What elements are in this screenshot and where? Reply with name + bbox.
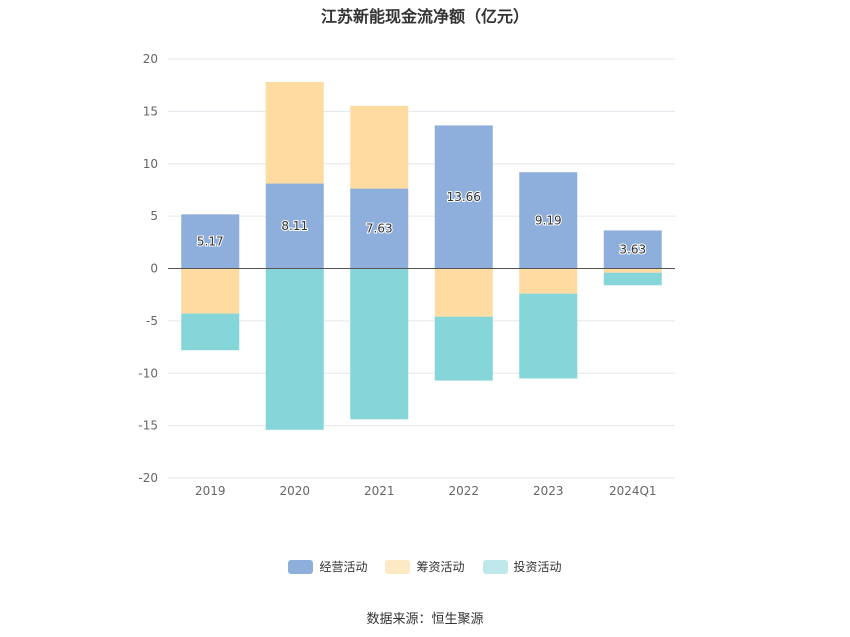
- chart-legend: 经营活动 筹资活动 投资活动: [0, 558, 850, 575]
- data-label: 5.17: [197, 234, 224, 248]
- bar-operating: [434, 125, 493, 269]
- bar-financing: [519, 268, 578, 294]
- y-tick-label: -10: [138, 366, 158, 380]
- bar-investing: [265, 268, 324, 430]
- y-tick-label: -20: [138, 471, 158, 485]
- legend-item-financing[interactable]: 筹资活动: [385, 558, 465, 575]
- bar-financing: [603, 268, 662, 273]
- x-tick-label: 2022: [448, 484, 479, 498]
- data-label: 8.11: [281, 219, 308, 233]
- data-label: 13.66: [447, 190, 481, 204]
- y-tick-label: 0: [150, 262, 158, 276]
- data-label: 7.63: [366, 222, 393, 236]
- bar-operating: [350, 188, 409, 269]
- y-tick-label: -15: [138, 419, 158, 433]
- x-tick-label: 2021: [364, 484, 395, 498]
- bar-financing: [265, 81, 324, 184]
- bar-financing: [181, 268, 240, 314]
- x-tick-label: 2019: [195, 484, 226, 498]
- bar-investing: [519, 293, 578, 379]
- legend-swatch-operating: [288, 559, 314, 574]
- legend-label-operating: 经营活动: [319, 560, 368, 574]
- x-tick-label: 2024Q1: [609, 484, 657, 498]
- legend-item-operating[interactable]: 经营活动: [288, 558, 367, 575]
- bar-operating: [265, 183, 324, 269]
- y-tick-label: 20: [143, 52, 158, 66]
- y-tick-label: 10: [143, 157, 158, 171]
- bar-operating: [603, 230, 662, 269]
- y-tick-label: 5: [150, 209, 158, 223]
- x-tick-label: 2020: [279, 484, 310, 498]
- bar-financing: [434, 268, 493, 317]
- bar-investing: [181, 313, 240, 351]
- legend-label-investing: 投资活动: [513, 560, 562, 574]
- data-source: 数据来源：恒生聚源: [366, 612, 484, 627]
- legend-swatch-financing: [385, 559, 411, 574]
- legend-label-financing: 筹资活动: [416, 560, 465, 574]
- chart-title: 江苏新能现金流净额（亿元）: [320, 7, 529, 26]
- bar-financing: [350, 105, 409, 189]
- legend-swatch-investing: [482, 559, 508, 574]
- data-label: 9.19: [535, 213, 562, 227]
- x-tick-label: 2023: [533, 484, 564, 498]
- y-tick-label: -5: [146, 314, 158, 328]
- bar-investing: [350, 268, 409, 420]
- data-label: 3.63: [619, 242, 646, 256]
- y-tick-label: 15: [143, 104, 158, 118]
- legend-item-investing[interactable]: 投资活动: [482, 558, 562, 575]
- bar-operating: [181, 214, 240, 269]
- bar-investing: [434, 316, 493, 381]
- bar-investing: [603, 272, 662, 286]
- bar-operating: [519, 172, 578, 269]
